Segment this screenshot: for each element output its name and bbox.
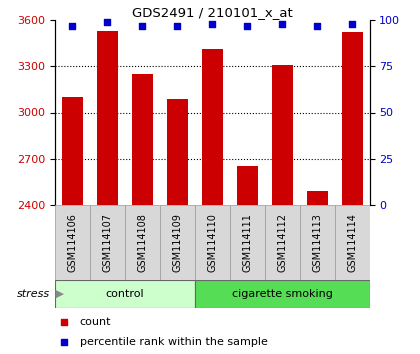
Text: GSM114114: GSM114114 (347, 213, 357, 272)
Text: cigarette smoking: cigarette smoking (232, 289, 333, 299)
Bar (272, 65, 293, 205)
Bar (230, 205, 265, 280)
Text: GSM114107: GSM114107 (102, 213, 112, 272)
Bar (160, 205, 194, 280)
Bar (299, 205, 335, 280)
Title: GDS2491 / 210101_x_at: GDS2491 / 210101_x_at (132, 6, 292, 19)
Bar (202, 49, 223, 205)
Point (139, 23, 145, 28)
Text: percentile rank within the sample: percentile rank within the sample (80, 337, 268, 347)
Text: GSM114113: GSM114113 (312, 213, 322, 272)
Bar (335, 205, 370, 280)
Bar (194, 280, 370, 308)
Point (69, 23, 76, 28)
Point (209, 21, 215, 27)
Bar (341, 32, 362, 205)
Text: count: count (80, 317, 111, 327)
Point (60, 319, 67, 325)
Text: GSM114106: GSM114106 (67, 213, 77, 272)
Text: GSM114111: GSM114111 (242, 213, 252, 272)
Bar (55, 205, 89, 280)
Bar (62, 97, 83, 205)
Bar (125, 205, 160, 280)
Text: GSM114110: GSM114110 (207, 213, 217, 272)
Point (279, 21, 286, 27)
Point (174, 23, 181, 28)
Text: stress: stress (17, 289, 50, 299)
Point (104, 19, 110, 25)
Text: control: control (105, 289, 144, 299)
Text: ▶: ▶ (52, 289, 65, 299)
Point (349, 21, 355, 27)
Bar (265, 205, 299, 280)
Text: GSM114108: GSM114108 (137, 213, 147, 272)
Point (314, 23, 320, 28)
Bar (307, 191, 328, 205)
Point (244, 23, 250, 28)
Bar (131, 74, 152, 205)
Point (60, 339, 67, 345)
Text: GSM114112: GSM114112 (277, 213, 287, 272)
Bar (97, 31, 118, 205)
Bar (236, 166, 257, 205)
Bar (167, 99, 188, 205)
Bar (55, 280, 194, 308)
Bar (194, 205, 230, 280)
Bar (89, 205, 125, 280)
Text: GSM114109: GSM114109 (172, 213, 182, 272)
